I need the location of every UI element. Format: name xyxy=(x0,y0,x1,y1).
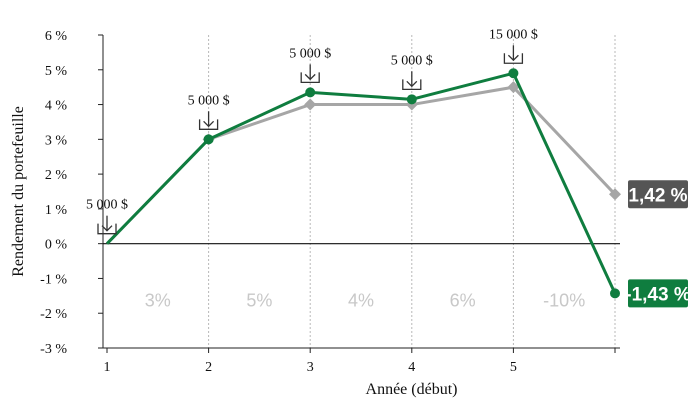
series-point-green xyxy=(305,87,316,98)
y-axis-title: Rendement du portefeuille xyxy=(10,106,27,277)
tray-shape xyxy=(300,72,320,84)
y-tick-label: 6 % xyxy=(45,29,68,44)
x-tick-label: 1 xyxy=(104,360,111,375)
tray-shape xyxy=(503,53,524,64)
x-tick-label: 5 xyxy=(510,360,517,375)
tray-shape xyxy=(97,223,117,235)
tray-shape xyxy=(198,119,219,130)
x-tick-label: 3 xyxy=(307,360,314,375)
y-tick-label: -1 % xyxy=(40,272,67,287)
series-point-green xyxy=(508,68,519,79)
x-tick-label: 4 xyxy=(408,360,415,375)
period-return-label: -10% xyxy=(543,290,585,310)
end-label-text: 1,42 % xyxy=(628,185,687,206)
arrow-head xyxy=(101,225,113,232)
end-label-badge xyxy=(628,279,688,308)
period-returns: 3% 5% 4% 6% -10% xyxy=(145,290,585,310)
arrow-head xyxy=(203,120,215,128)
contribution-deposit-icon xyxy=(402,71,422,90)
contribution-deposit-icon xyxy=(300,64,320,84)
axes: 6 % 5 % 4 % 3 % 2 % 1 % 0 % -1 % -2 % -3 % 1 2 3 4 5 xyxy=(40,29,620,375)
arrow-head xyxy=(406,80,418,88)
arrow-head xyxy=(304,73,316,81)
y-tick-label: 4 % xyxy=(45,99,68,114)
period-return-label: 5% xyxy=(246,290,272,310)
y-tick-label: 2 % xyxy=(45,168,68,183)
end-labels: 1,42 % -1,43 % xyxy=(625,180,688,308)
contribution-label: 5 000 $ xyxy=(86,198,128,213)
end-label-badge xyxy=(628,180,688,209)
y-tick-label: -2 % xyxy=(40,307,67,322)
x-tick-label: 2 xyxy=(205,360,212,375)
contribution-label: 15 000 $ xyxy=(489,27,538,42)
series-point-gray xyxy=(304,98,317,111)
x-axis-title: Année (début) xyxy=(366,381,458,398)
contribution-deposit-icon xyxy=(198,111,219,130)
y-tick-label: 5 % xyxy=(45,64,68,79)
y-tick-label: -3 % xyxy=(40,342,67,357)
end-label-text: -1,43 % xyxy=(625,284,688,305)
series-point-green xyxy=(406,94,417,105)
contribution-label: 5 000 $ xyxy=(188,93,230,108)
series-point-green xyxy=(203,134,214,145)
tray-shape xyxy=(402,79,422,90)
contribution-label: 5 000 $ xyxy=(391,53,433,68)
contribution-deposit-icon xyxy=(97,215,117,235)
period-return-label: 6% xyxy=(450,290,476,310)
contributions: 5 000 $ 5 000 $ 5 000 $ 5 000 $ 15 000 $ xyxy=(86,27,538,235)
contribution-label: 5 000 $ xyxy=(289,46,331,61)
arrow-head xyxy=(507,54,519,62)
period-return-label: 3% xyxy=(145,290,171,310)
y-tick-label: 3 % xyxy=(45,133,68,148)
y-tick-label: 1 % xyxy=(45,203,68,218)
y-tick-label: 0 % xyxy=(45,238,68,253)
series-line-green xyxy=(105,71,617,295)
period-return-label: 4% xyxy=(348,290,374,310)
series-lines xyxy=(105,68,621,299)
series-point-gray xyxy=(609,188,621,201)
series-point-gray xyxy=(507,81,520,94)
series-point-green xyxy=(610,288,620,299)
contribution-deposit-icon xyxy=(503,45,524,64)
